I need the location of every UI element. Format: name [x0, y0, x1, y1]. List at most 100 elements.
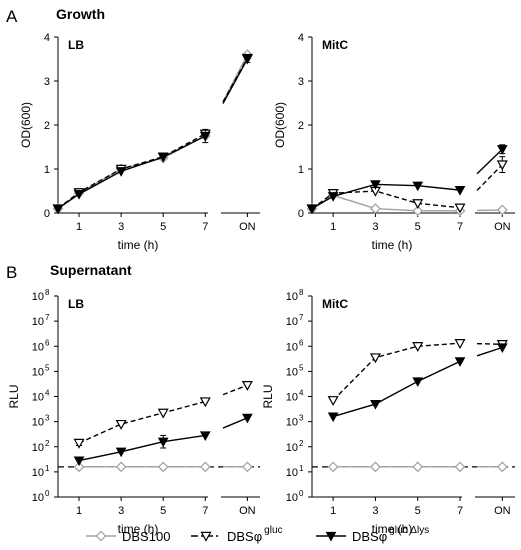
chart-subtitle: MitC	[322, 297, 348, 311]
y-tick-exponent: 6	[299, 338, 304, 347]
x-tick-label: 1	[76, 505, 82, 517]
y-tick-label: 1	[44, 164, 50, 176]
y-tick-label: 10	[286, 392, 298, 404]
data-point	[369, 353, 381, 364]
data-point	[412, 377, 424, 387]
x-tick-label: 7	[457, 505, 463, 517]
legend-item-1: DBS100	[86, 529, 170, 544]
data-point	[327, 461, 339, 473]
data-point	[242, 54, 253, 65]
y-tick-label: 10	[286, 341, 298, 353]
data-point	[242, 413, 253, 424]
y-tick-exponent: 7	[299, 313, 304, 322]
x-tick-label: 5	[160, 221, 166, 233]
y-tick-label: 4	[44, 32, 50, 44]
data-point	[115, 167, 127, 177]
data-point	[73, 456, 85, 467]
series-1	[73, 461, 253, 473]
series-line-on	[222, 417, 248, 429]
data-point	[496, 160, 508, 171]
y-tick-label: 2	[298, 120, 304, 132]
x-axis-label: time (h)	[372, 522, 413, 536]
y-tick-label: 10	[32, 492, 44, 504]
data-point	[370, 399, 381, 410]
y-tick-exponent: 4	[299, 389, 304, 398]
legend-item-3: DBSφ gluc Δlys	[316, 525, 429, 544]
data-point	[306, 204, 318, 215]
data-point	[496, 145, 508, 155]
data-point	[73, 438, 85, 449]
series-2	[327, 339, 508, 407]
x-tick-label: 1	[76, 221, 82, 233]
legend-label: DBSφ	[227, 529, 262, 544]
data-point	[412, 461, 424, 473]
x-tick-label: 7	[457, 221, 463, 233]
y-tick-exponent: 7	[45, 313, 50, 322]
legend-marker	[325, 531, 337, 542]
y-axis-label: OD(600)	[273, 102, 287, 148]
data-point	[327, 192, 339, 202]
legend-label-sup: gluc	[264, 525, 282, 536]
data-point	[115, 419, 127, 430]
y-tick-label: 0	[298, 208, 304, 220]
data-point	[496, 343, 508, 354]
data-point	[454, 203, 466, 214]
y-tick-label: 10	[32, 467, 44, 479]
data-point	[412, 342, 424, 352]
y-tick-label: 10	[32, 316, 44, 328]
x-tick-label: ON	[494, 221, 511, 233]
series-line-on	[476, 164, 503, 191]
data-point	[157, 461, 169, 473]
data-point	[412, 181, 424, 192]
y-axis-label: OD(600)	[19, 102, 33, 148]
y-tick-label: 10	[32, 442, 44, 454]
legend-label-sup: gluc Δlys	[389, 525, 429, 536]
series-1	[327, 461, 508, 473]
y-tick-label: 10	[32, 392, 44, 404]
data-point	[412, 205, 424, 217]
data-point	[454, 186, 466, 196]
y-tick-exponent: 8	[299, 288, 304, 297]
series-line-on	[222, 384, 248, 396]
y-tick-label: 4	[298, 32, 304, 44]
y-tick-exponent: 4	[45, 389, 50, 398]
y-axis-label: RLU	[7, 384, 21, 408]
series-line-on	[476, 346, 503, 357]
x-axis-label: time (h)	[118, 238, 159, 252]
series-line-on	[476, 148, 503, 175]
y-tick-exponent: 6	[45, 338, 50, 347]
x-tick-label: 5	[415, 505, 421, 517]
chart-subtitle: MitC	[322, 38, 348, 52]
y-tick-label: 0	[44, 208, 50, 220]
x-tick-label: 3	[118, 221, 124, 233]
data-point	[370, 203, 381, 214]
y-tick-label: 10	[32, 366, 44, 378]
data-point	[327, 396, 339, 407]
data-point	[199, 461, 211, 473]
x-tick-label: 1	[330, 505, 336, 517]
y-tick-label: 10	[286, 291, 298, 303]
y-tick-exponent: 8	[45, 288, 50, 297]
x-tick-label: 5	[415, 221, 421, 233]
series-2	[52, 53, 253, 215]
x-tick-label: 3	[118, 505, 124, 517]
x-tick-label: ON	[239, 505, 256, 517]
data-point	[496, 461, 508, 473]
y-tick-exponent: 2	[45, 439, 50, 448]
chart-subtitle: LB	[68, 297, 84, 311]
x-tick-label: 3	[372, 505, 378, 517]
x-tick-label: ON	[494, 505, 511, 517]
charts-layer: 0 1 2 3 4 1 3 5 7 ON time (h) OD(600) LB 0 1 2 3 4 1 3 5 7 ON t…	[7, 32, 515, 536]
series-line	[78, 400, 206, 444]
x-tick-label: ON	[239, 221, 256, 233]
y-tick-exponent: 5	[299, 363, 304, 372]
y-tick-label: 10	[286, 492, 298, 504]
series-line-on	[222, 58, 248, 104]
data-point	[52, 204, 64, 215]
series-line	[78, 434, 206, 462]
data-point	[73, 189, 85, 200]
y-tick-label: 10	[286, 417, 298, 429]
legend-label: DBS100	[122, 529, 170, 544]
series-3	[73, 413, 253, 467]
